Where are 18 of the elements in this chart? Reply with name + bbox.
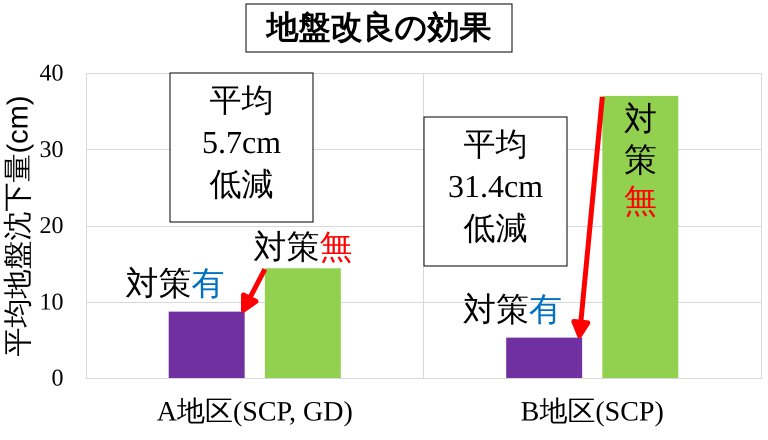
y-tick-label: 40 bbox=[40, 60, 64, 86]
x-tick-label: B地区(SCP) bbox=[520, 396, 664, 428]
y-tick-label: 0 bbox=[52, 366, 64, 392]
y-tick-label: 20 bbox=[40, 213, 64, 239]
annotation: 平均 5.7cm 低減 bbox=[202, 82, 282, 202]
text: 対策有 bbox=[463, 290, 562, 328]
bar bbox=[168, 312, 245, 378]
chart-title: 地盤改良の効果 bbox=[264, 9, 492, 45]
text: 対策無 bbox=[253, 228, 352, 266]
series-label: 対策無 bbox=[624, 100, 657, 219]
y-axis-title: 平均地盤沈下量(cm) bbox=[2, 96, 34, 356]
annotation: 平均 31.4cm 低減 bbox=[448, 126, 544, 246]
y-tick-label: 10 bbox=[40, 289, 64, 316]
x-tick-label: A地区(SCP, GD) bbox=[156, 396, 353, 428]
bar bbox=[264, 268, 341, 378]
bar bbox=[506, 338, 582, 378]
y-tick-label: 30 bbox=[40, 136, 64, 163]
series-label: 対策有 bbox=[126, 264, 225, 302]
